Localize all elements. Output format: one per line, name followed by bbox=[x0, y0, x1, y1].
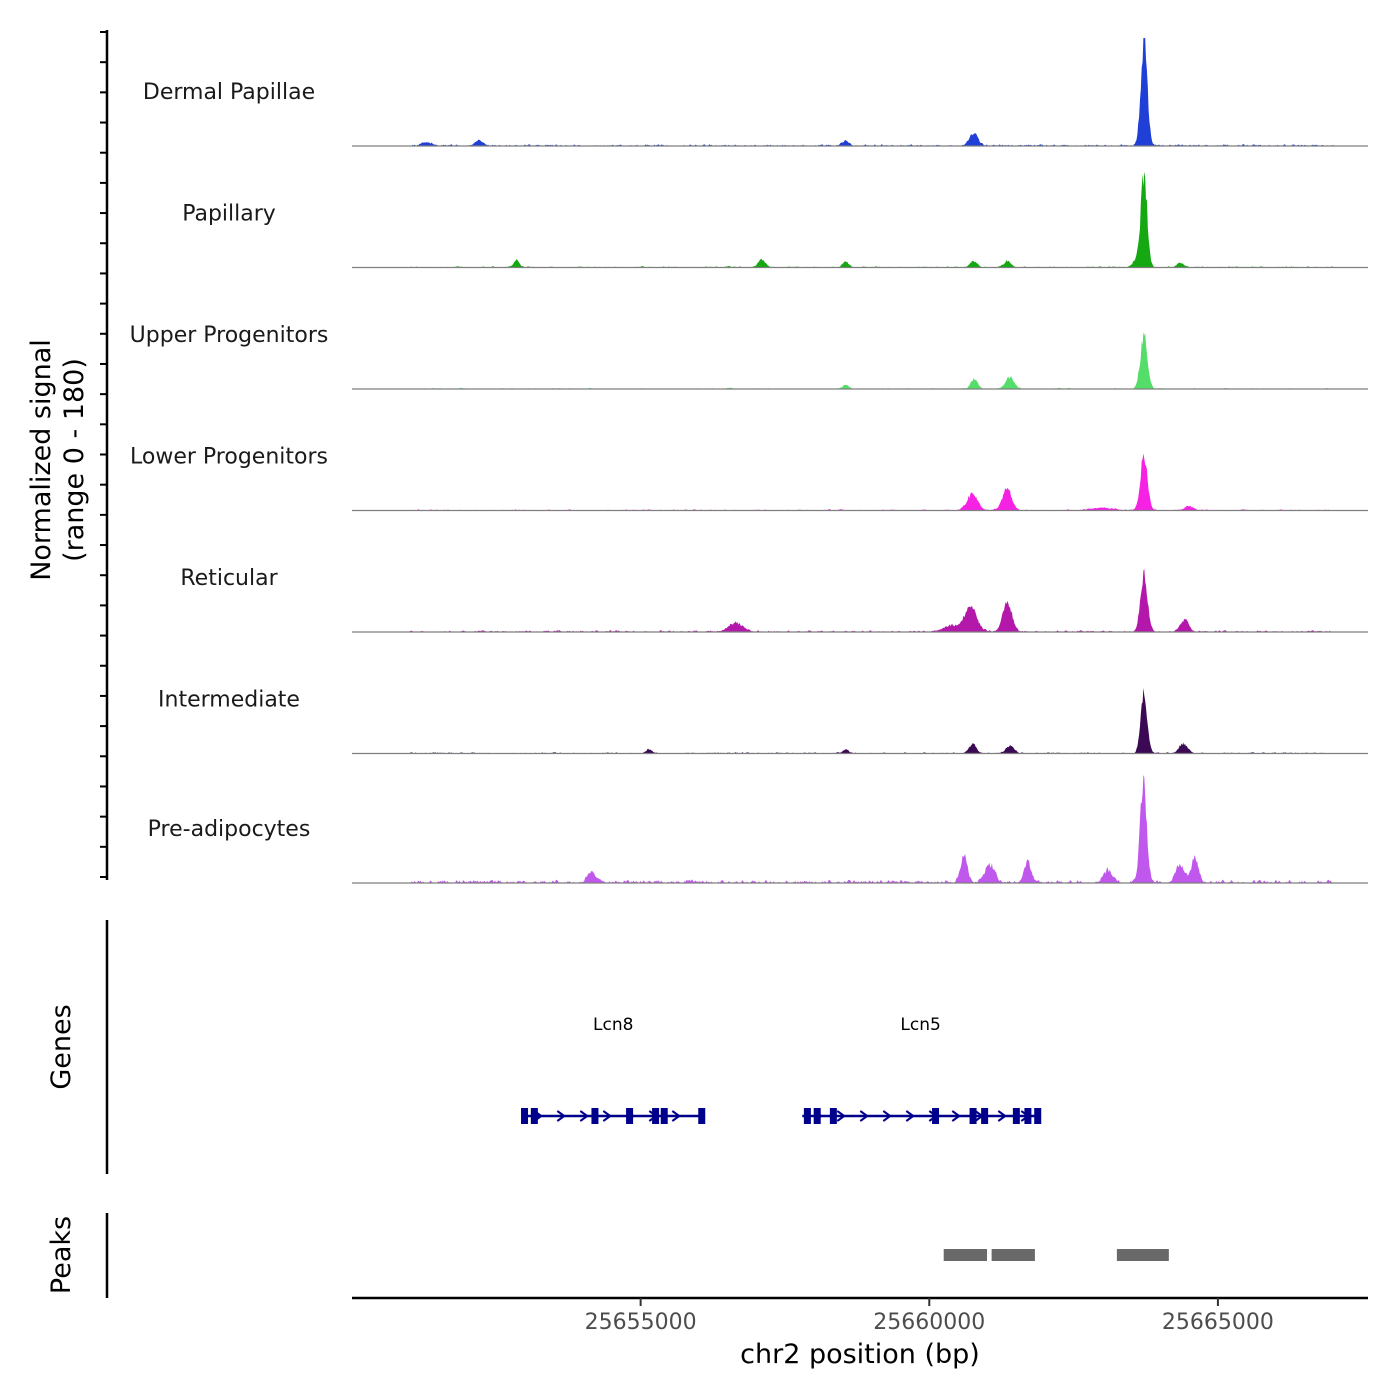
gene-name-label: Lcn8 bbox=[593, 1015, 633, 1035]
gene-model: Lcn8 bbox=[521, 1015, 706, 1124]
signal-track: Dermal Papillae bbox=[143, 38, 1368, 147]
strand-arrow bbox=[602, 1110, 613, 1122]
x-axis-tick-label: 25655000 bbox=[585, 1310, 697, 1335]
strand-arrow bbox=[556, 1110, 567, 1122]
signal-track-label: Lower Progenitors bbox=[130, 445, 328, 470]
signal-track-label: Intermediate bbox=[158, 688, 300, 713]
strand-arrow bbox=[997, 1110, 1007, 1122]
peak-region bbox=[943, 1249, 987, 1261]
strand-arrow bbox=[951, 1110, 961, 1122]
peak-regions bbox=[943, 1249, 1169, 1261]
x-axis-tick-label: 25660000 bbox=[873, 1310, 985, 1335]
signal-track-label: Reticular bbox=[180, 566, 278, 591]
gene-annotations: Lcn8 Lcn5 bbox=[521, 1015, 1042, 1124]
signal-tracks: Dermal Papillae Papillary Upper Progenitor… bbox=[130, 38, 1368, 884]
signal-area bbox=[352, 38, 1368, 146]
peak-region bbox=[1116, 1249, 1169, 1261]
peaks-track-label: Peaks bbox=[46, 1216, 77, 1294]
signal-y-axis-range-label: (range 0 - 180) bbox=[59, 358, 90, 562]
gene-exon bbox=[530, 1108, 538, 1124]
x-axis-ticks: 25655000 25660000 25665000 bbox=[585, 1298, 1274, 1335]
strand-arrow bbox=[859, 1110, 869, 1122]
signal-track-label: Pre-adipocytes bbox=[148, 817, 311, 842]
strand-arrow bbox=[836, 1110, 846, 1122]
gene-exon bbox=[981, 1108, 989, 1124]
signal-track-label: Papillary bbox=[182, 202, 276, 227]
signal-area bbox=[352, 453, 1368, 511]
gene-exon bbox=[1024, 1108, 1032, 1124]
gene-exon bbox=[1012, 1108, 1020, 1124]
signal-area bbox=[352, 687, 1368, 754]
gene-exon bbox=[521, 1108, 529, 1124]
signal-track-label: Upper Progenitors bbox=[130, 323, 329, 348]
gene-exon bbox=[969, 1108, 977, 1124]
gene-exon bbox=[660, 1108, 668, 1124]
signal-area bbox=[352, 775, 1368, 883]
strand-arrow bbox=[905, 1110, 915, 1122]
signal-track: Intermediate bbox=[158, 687, 1368, 755]
gene-exon bbox=[932, 1108, 940, 1124]
gene-exon bbox=[626, 1108, 634, 1124]
signal-track: Reticular bbox=[180, 566, 1368, 633]
strand-arrow bbox=[579, 1110, 590, 1122]
gene-name-label: Lcn5 bbox=[900, 1015, 940, 1035]
signal-track-label: Dermal Papillae bbox=[143, 80, 315, 105]
strand-arrow bbox=[882, 1110, 892, 1122]
signal-area bbox=[352, 332, 1368, 389]
signal-track: Papillary bbox=[182, 171, 1368, 269]
peak-region bbox=[991, 1249, 1035, 1261]
gene-exon bbox=[1034, 1108, 1042, 1124]
strand-arrow bbox=[671, 1110, 682, 1122]
signal-track: Lower Progenitors bbox=[130, 445, 1368, 512]
x-axis-label: chr2 position (bp) bbox=[740, 1339, 980, 1370]
x-axis-tick-label: 25665000 bbox=[1162, 1310, 1274, 1335]
signal-y-axis bbox=[100, 30, 109, 880]
signal-track: Upper Progenitors bbox=[130, 323, 1368, 390]
signal-track: Pre-adipocytes bbox=[148, 775, 1368, 884]
gene-exon bbox=[698, 1108, 706, 1124]
signal-area bbox=[352, 569, 1368, 632]
gene-exon bbox=[829, 1108, 837, 1124]
gene-exon bbox=[591, 1108, 599, 1124]
genes-track-label: Genes bbox=[46, 1004, 77, 1089]
signal-area bbox=[352, 171, 1368, 268]
gene-exon bbox=[652, 1108, 660, 1124]
gene-exon bbox=[803, 1108, 811, 1124]
signal-y-axis-label: Normalized signal bbox=[26, 339, 57, 581]
gene-exon bbox=[813, 1108, 821, 1124]
gene-model: Lcn5 bbox=[802, 1015, 1042, 1124]
